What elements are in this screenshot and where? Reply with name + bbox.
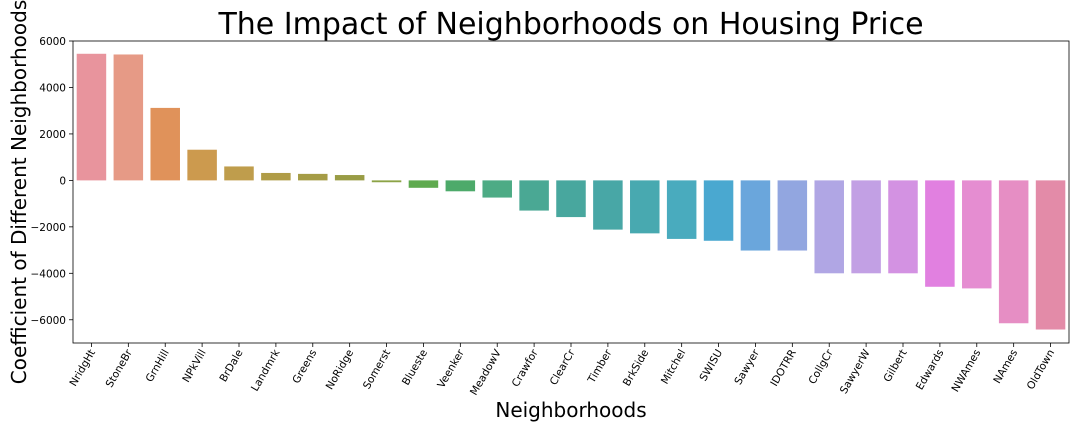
bar-brkside (630, 180, 660, 234)
bar-sawyerw (851, 180, 881, 274)
y-tick-label: 2000 (39, 129, 66, 141)
x-tick-label: SWISU (698, 348, 726, 384)
bar-somerst (371, 180, 402, 183)
bar-nwames (962, 180, 992, 289)
bar-grnhill (150, 107, 180, 181)
y-tick-label: −2000 (30, 222, 66, 234)
x-tick-label: Crawfor (510, 347, 541, 389)
bar-oldtown (1035, 180, 1066, 330)
x-tick-label: Sawyer (732, 347, 762, 387)
x-tick-label: SawyerW (838, 347, 873, 396)
bar-blueste (408, 180, 439, 188)
bar-crawfor (519, 180, 549, 211)
bar-nridght (76, 53, 107, 181)
x-tick-label: Blueste (400, 348, 430, 388)
y-axis-label: Coefficient of Different Neighborhoods (7, 0, 31, 384)
x-tick-label: Greens (290, 348, 319, 386)
y-tick-label: 4000 (39, 82, 66, 94)
x-tick-label: GrnHill (144, 348, 172, 385)
bar-stonebr (113, 54, 144, 181)
bar-npkvill (187, 149, 217, 181)
bar-collgcr (814, 180, 844, 274)
x-tick-label: CollgCr (806, 347, 836, 386)
bar-veenker (445, 180, 476, 192)
x-tick-label: NridgHt (67, 348, 98, 389)
bar-gilbert (888, 180, 918, 274)
x-tick-label: NoRidge (324, 348, 357, 392)
x-tick-label: Landmrk (249, 347, 283, 394)
bar-idotrr (777, 180, 808, 251)
x-tick-label: NWAmes (949, 348, 983, 395)
bars-group (76, 53, 1066, 330)
y-tick-label: −6000 (30, 315, 66, 327)
x-tick-label: Mitchel (659, 348, 688, 387)
bar-edwards (925, 180, 955, 287)
x-tick-label: IDOTRR (768, 348, 799, 389)
y-tick-label: 6000 (39, 36, 66, 48)
plot-frame (72, 40, 1070, 344)
bar-swisu (703, 180, 734, 241)
x-tick-label: BrDale (217, 348, 245, 385)
y-tick-label: −4000 (30, 268, 66, 280)
x-tick-label: Veenker (435, 347, 467, 390)
x-tick-label: StoneBr (104, 347, 136, 390)
x-tick-label: Somerst (361, 348, 393, 392)
x-tick-label: Edwards (914, 348, 947, 393)
bar-greens (298, 173, 328, 181)
x-tick-label: NPkVill (180, 348, 208, 385)
bar-noridge (334, 175, 365, 181)
x-axis-ticks: NridgHt StoneBr GrnHill NPkVill BrDale Landmr… (67, 343, 1057, 398)
x-tick-label: NAmes (991, 348, 1020, 386)
x-tick-label: Gilbert (881, 348, 909, 385)
bar-timber (593, 180, 623, 230)
x-tick-label: MeadowV (468, 347, 504, 398)
bar-landmrk (261, 172, 291, 181)
chart-title: The Impact of Neighborhoods on Housing P… (217, 7, 923, 42)
bar-brdale (224, 166, 254, 181)
x-tick-label: BrkSide (621, 348, 652, 389)
x-tick-label: ClearCr (548, 347, 578, 387)
y-tick-label: 0 (59, 175, 66, 187)
y-axis-ticks: −6000 −4000 −2000 0 2000 4000 6000 (30, 36, 73, 327)
x-tick-label: Timber (585, 347, 615, 386)
bar-sawyer (740, 180, 771, 251)
bar-names (998, 180, 1029, 324)
bar-meadowv (482, 180, 512, 198)
x-axis-label: Neighborhoods (495, 398, 646, 422)
bar-clearcr (556, 180, 586, 218)
x-tick-label: OldTown (1025, 348, 1057, 392)
bar-mitchel (666, 180, 697, 239)
